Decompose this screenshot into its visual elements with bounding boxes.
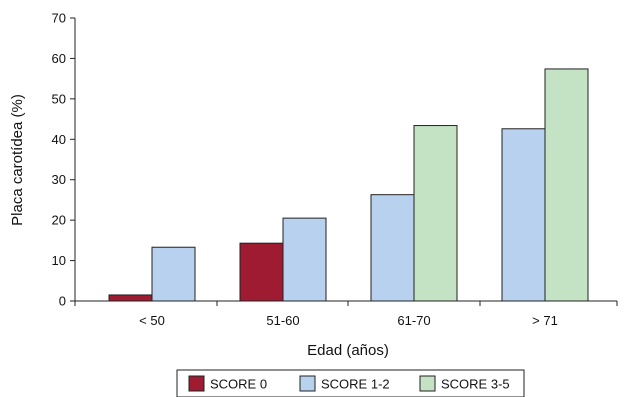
y-tick-label: 0 [59, 294, 66, 309]
x-tick-label: 61-70 [397, 313, 430, 328]
bar-score-3-5-4 [544, 68, 589, 302]
y-tick-label: 30 [52, 172, 66, 187]
plot-area: 0 10 20 30 40 50 60 70 < 50 51-60 61-70 > 71 [52, 11, 618, 328]
legend-swatch-score-0 [188, 375, 205, 392]
legend-box [176, 369, 525, 397]
legend-label: SCORE 0 [210, 377, 267, 392]
x-axis-title: Edad (años) [307, 342, 389, 359]
y-tick-label: 70 [52, 11, 66, 26]
bar-score-0-2 [239, 242, 284, 302]
x-tick-label: < 50 [139, 313, 165, 328]
legend-swatch-score-1-2 [299, 375, 316, 392]
bar-score-1-2-4 [501, 128, 546, 302]
bar-score-1-2-1 [151, 246, 196, 302]
y-tick-label: 20 [52, 213, 66, 228]
bar-score-0-1 [108, 294, 153, 302]
legend-swatch-score-3-5 [419, 375, 436, 392]
x-tick-label: 51-60 [266, 313, 299, 328]
y-tick-label: 40 [52, 132, 66, 147]
legend-label: SCORE 1-2 [321, 377, 390, 392]
x-tick-label: > 71 [532, 313, 558, 328]
bar-score-3-5-3 [413, 125, 458, 302]
y-axis-title: Placa carotídea (%) [9, 94, 26, 226]
legend-label: SCORE 3-5 [441, 377, 510, 392]
y-tick-label: 60 [52, 51, 66, 66]
bar-score-1-2-2 [282, 217, 327, 302]
bar-score-1-2-3 [370, 194, 415, 302]
y-tick-label: 50 [52, 91, 66, 106]
y-tick-label: 10 [52, 253, 66, 268]
legend: SCORE 0 SCORE 1-2 SCORE 3-5 [176, 369, 525, 397]
